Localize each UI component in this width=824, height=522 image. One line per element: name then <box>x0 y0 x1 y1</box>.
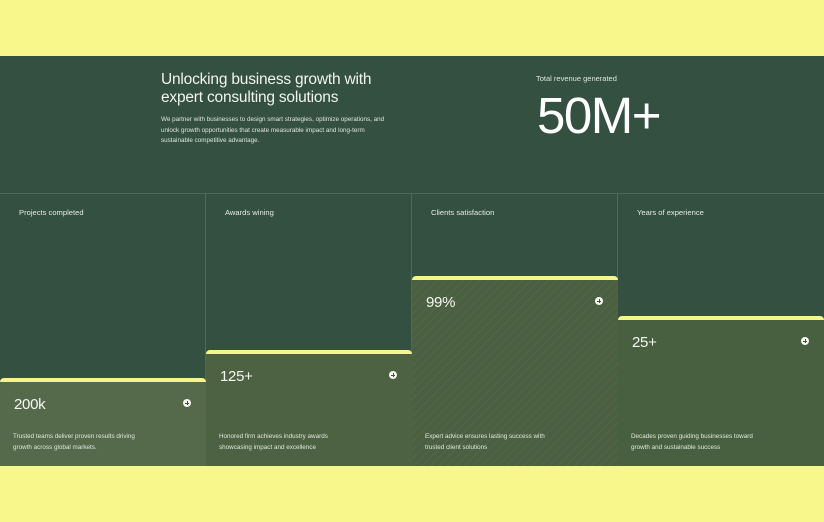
stat-column-awards: Awards wining 125+ Honored firm achieves… <box>206 194 412 466</box>
revenue-label: Total revenue generated <box>536 74 617 83</box>
section-divider <box>0 193 824 194</box>
stat-column-experience: Years of experience 25+ Decades proven g… <box>618 194 824 466</box>
stat-column-projects: Projects completed 200k Trusted teams de… <box>0 194 206 466</box>
stat-description: Decades proven guiding businesses toward… <box>631 433 753 451</box>
stat-value: 99% <box>426 294 456 311</box>
revenue-value: 50M+ <box>537 87 662 144</box>
stats-section: Unlocking business growth with expert co… <box>0 56 824 466</box>
stat-title: Projects completed <box>19 208 84 217</box>
plus-circle-icon[interactable] <box>801 337 809 345</box>
plus-circle-icon[interactable] <box>183 399 191 407</box>
plus-circle-icon[interactable] <box>595 297 603 305</box>
column-divider <box>205 194 206 466</box>
hero-heading: Unlocking business growth with expert co… <box>161 71 372 106</box>
hero-description: We partner with businesses to design sma… <box>161 116 385 144</box>
stat-column-clients: Clients satisfaction 99% Expert advice e… <box>412 194 618 466</box>
stat-card-projects[interactable]: 200k Trusted teams deliver proven result… <box>0 378 206 466</box>
stat-description: Expert advice ensures lasting success wi… <box>425 433 545 451</box>
stat-title: Awards wining <box>225 208 274 217</box>
stat-card-clients[interactable]: 99% Expert advice ensures lasting succes… <box>412 276 618 466</box>
column-divider <box>411 194 412 466</box>
stat-value: 25+ <box>632 334 657 351</box>
stat-value: 125+ <box>220 368 253 385</box>
stat-description: Trusted teams deliver proven results dri… <box>13 433 135 451</box>
stat-card-experience[interactable]: 25+ Decades proven guiding businesses to… <box>618 316 824 466</box>
stat-title: Clients satisfaction <box>431 208 495 217</box>
stat-card-awards[interactable]: 125+ Honored firm achieves industry awar… <box>206 350 412 466</box>
stat-title: Years of experience <box>637 208 704 217</box>
stat-value: 200k <box>14 396 46 413</box>
stat-description: Honored firm achieves industry awards sh… <box>219 433 328 451</box>
plus-circle-icon[interactable] <box>389 371 397 379</box>
